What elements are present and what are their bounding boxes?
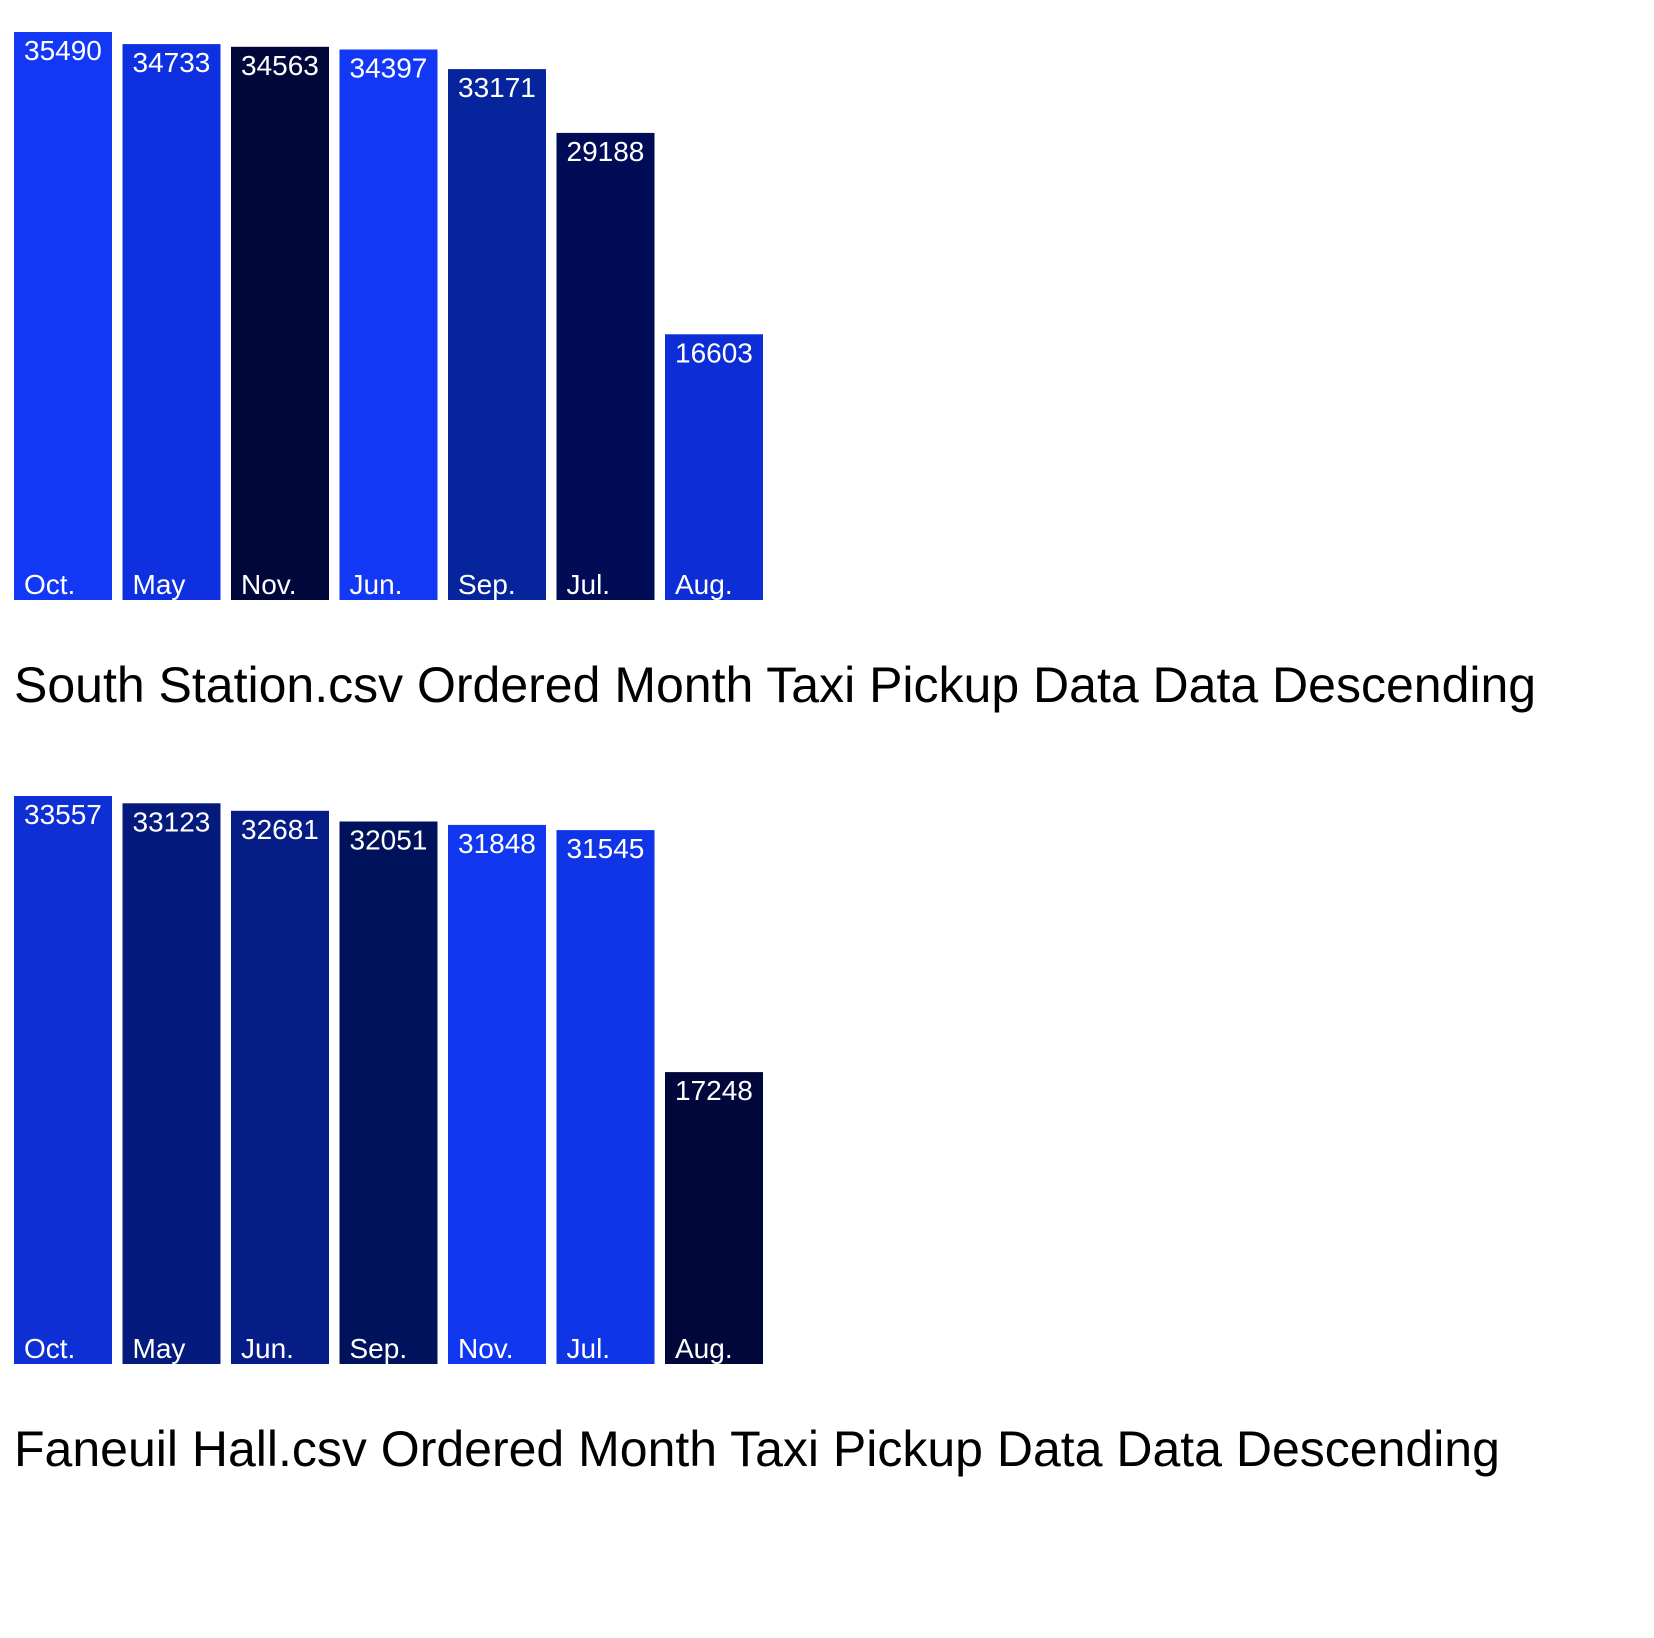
bar-value-label: 33123: [133, 806, 211, 837]
bar-value-label: 29188: [567, 136, 645, 167]
bar-category-label: May: [133, 569, 186, 600]
bar-category-label: Jun.: [350, 569, 403, 600]
chart-faneuil-hall: 33557 Oct. 33123 May 32681 Jun. 32051 Sep. 31848…: [14, 764, 1614, 1477]
bar: [231, 46, 329, 601]
bar-category-label: Oct.: [24, 1333, 75, 1364]
bar: [231, 810, 329, 1364]
bar: [122, 803, 221, 1364]
bar-value-label: 35490: [24, 35, 102, 66]
bar: [556, 830, 655, 1364]
bar-value-label: 33171: [458, 72, 536, 103]
bar-category-label: Jul.: [567, 569, 611, 600]
bar: [556, 132, 655, 600]
chart-faneuil-hall-bars: 33557 Oct. 33123 May 32681 Jun. 32051 Sep. 31848…: [14, 796, 763, 1364]
bar-value-label: 34733: [133, 47, 211, 78]
bar-category-label: Aug.: [675, 1333, 733, 1364]
bar: [14, 32, 112, 600]
bar-category-label: Sep.: [458, 569, 516, 600]
bar-category-label: May: [133, 1333, 186, 1364]
bar-category-label: Sep.: [350, 1333, 408, 1364]
bar-value-label: 33557: [24, 799, 102, 830]
bar: [339, 821, 438, 1364]
bar: [122, 44, 221, 601]
bar: [339, 49, 438, 600]
bar: [14, 796, 112, 1364]
chart-title: Faneuil Hall.csv Ordered Month Taxi Pick…: [14, 1421, 1500, 1477]
bar: [448, 69, 546, 601]
bar-value-label: 16603: [675, 337, 753, 368]
bar-value-label: 31848: [458, 828, 536, 859]
bar-value-label: 34397: [350, 53, 428, 84]
bar-category-label: Oct.: [24, 569, 75, 600]
chart-south-station-bars: 35490 Oct. 34733 May 34563 Nov. 34397 Jun. 33171…: [14, 32, 763, 601]
bar-value-label: 17248: [675, 1075, 753, 1106]
bar-value-label: 32681: [241, 814, 319, 845]
bar-category-label: Aug.: [675, 569, 733, 600]
bar-category-label: Nov.: [241, 569, 297, 600]
bar: [665, 334, 763, 600]
chart-title: South Station.csv Ordered Month Taxi Pic…: [14, 657, 1537, 713]
bar-category-label: Jun.: [241, 1333, 294, 1364]
bar-value-label: 31545: [567, 833, 645, 864]
bar: [665, 1072, 763, 1364]
chart-south-station: 35490 Oct. 34733 May 34563 Nov. 34397 Jun. 33171…: [14, 0, 1614, 713]
bar: [448, 824, 546, 1364]
bar-category-label: Jul.: [567, 1333, 611, 1364]
bar-value-label: 34563: [241, 50, 319, 81]
bar-category-label: Nov.: [458, 1333, 514, 1364]
bar-value-label: 32051: [350, 825, 428, 856]
